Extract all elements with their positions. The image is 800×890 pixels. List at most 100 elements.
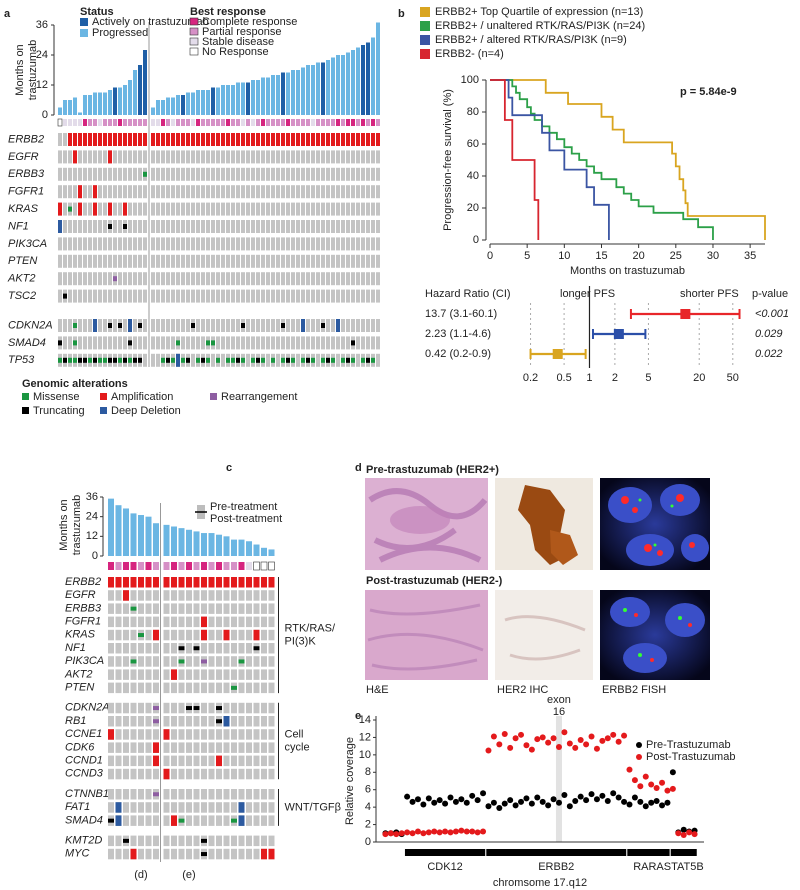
alteration [196,133,200,146]
cell [286,254,290,268]
alteration [128,357,132,363]
cell [286,289,290,303]
cell [301,185,305,199]
cell [130,742,137,753]
cell [216,815,222,826]
alteration [238,659,245,664]
alteration [108,150,112,164]
alteration [331,133,335,146]
cell [166,336,170,350]
cell [336,289,340,303]
point [474,797,481,804]
cell [186,202,190,216]
alteration [206,340,210,346]
cell [186,603,192,614]
gene-name: CTNNB1 [65,788,109,800]
cell [115,789,122,800]
cell [171,768,177,780]
cell [138,202,142,216]
legend-label: Partial response [202,26,282,38]
alteration [223,716,230,727]
point [534,736,541,743]
cell [238,716,245,727]
image-caption: H&E [366,684,389,696]
image-he-pre [365,478,488,570]
cell [68,289,72,303]
cell [351,254,355,268]
alteration [186,133,190,146]
cell [151,167,155,181]
cell [336,353,340,367]
cell [276,150,280,164]
cell [216,789,222,800]
cell [241,237,245,251]
cell [208,603,215,614]
response-cell [376,119,380,126]
cell [130,768,137,780]
alteration [78,202,82,216]
alteration [256,133,260,146]
cell [341,336,345,350]
cell [196,254,200,268]
x-tick-label: 15 [595,250,607,262]
cell [331,272,335,286]
cell [216,656,222,667]
point [664,787,671,794]
bar [356,47,360,115]
cell [108,590,114,601]
cell [223,755,230,767]
cell [58,289,62,303]
cell [83,150,87,164]
cell [88,336,92,350]
cell [178,835,185,847]
cell [171,590,177,601]
cell [301,237,305,251]
cell [108,768,114,780]
alteration [108,577,114,588]
point [675,830,682,837]
cell [171,702,177,714]
alteration [73,133,77,146]
cell [246,289,250,303]
cell [241,185,245,199]
cell [223,643,230,654]
alteration [251,133,255,146]
cell [241,167,245,181]
cell [163,616,170,628]
cell [311,336,315,350]
cell [83,220,87,233]
cell [78,150,82,164]
cell [163,643,170,654]
cell [216,802,222,813]
alteration [251,357,255,363]
cell [108,629,114,641]
cell [251,272,255,286]
bar [93,92,97,115]
alteration [153,629,159,641]
cell [211,237,215,251]
alteration [181,357,185,363]
cell [115,702,122,714]
cell [306,254,310,268]
alteration [336,133,340,146]
cell [236,220,240,233]
gene-name: CDK6 [65,741,95,753]
cell [341,185,345,199]
cell [63,167,67,181]
cell [251,336,255,350]
gene-name: SMAD4 [8,337,46,349]
cell [138,272,142,286]
response-cell [178,562,185,570]
alteration [366,133,370,146]
legend-swatch [80,29,88,37]
alteration [271,357,275,363]
cell [186,742,192,753]
alteration [201,629,207,641]
point [583,797,590,804]
cell [128,272,132,286]
x-tick-label: 25 [670,250,682,262]
cell [276,220,280,233]
alteration [241,323,245,328]
group-label: cycle [285,741,310,753]
cell [246,616,252,628]
